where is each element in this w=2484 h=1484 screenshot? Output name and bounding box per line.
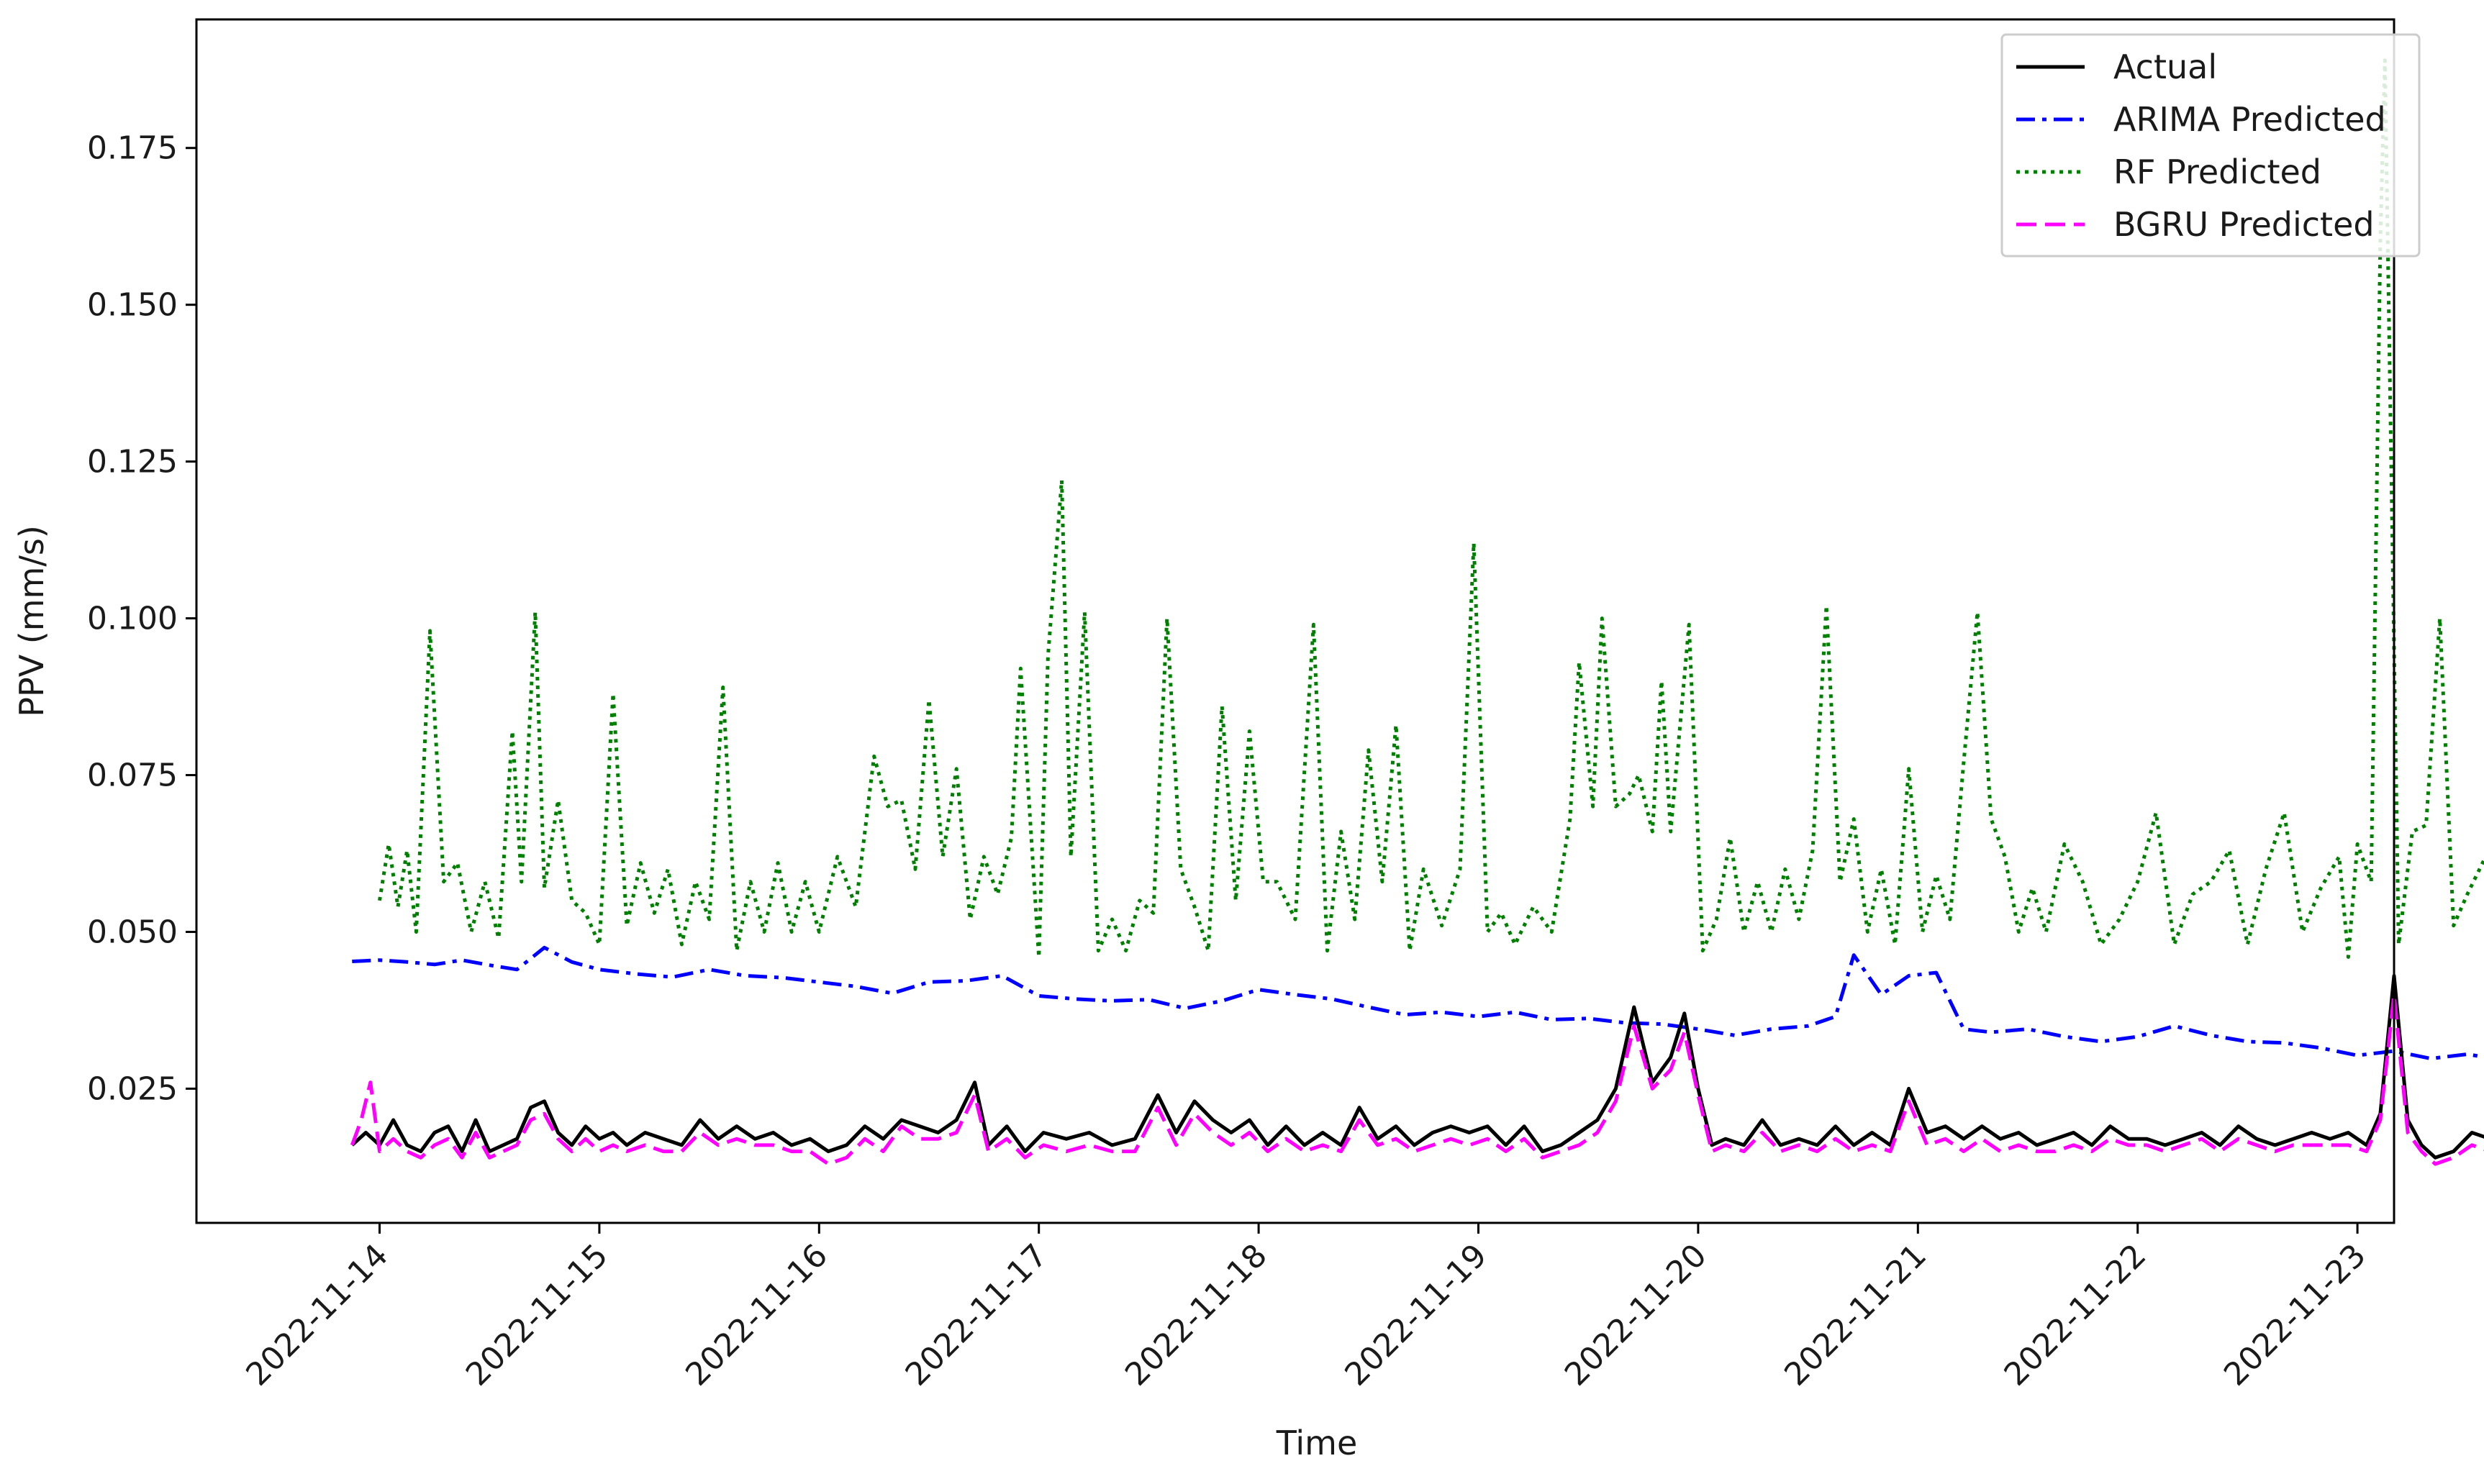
legend: Actual ARIMA Predicted RF Predicted BGRU Pr… — [2000, 33, 2421, 258]
y-tick-label: 0.075 — [87, 757, 178, 794]
y-axis-label: PPV (mm/s) — [12, 525, 51, 717]
y-tick-label: 0.100 — [87, 601, 178, 637]
legend-label: RF Predicted — [2113, 153, 2321, 191]
y-tick-label: 0.050 — [87, 914, 178, 950]
legend-box — [2000, 33, 2421, 258]
x-axis-label: Time — [1276, 1424, 1358, 1462]
series-line-actual — [350, 974, 2484, 1160]
legend-label: Actual — [2113, 47, 2217, 86]
legend-label: BGRU Predicted — [2113, 205, 2375, 244]
y-tick-label: 0.125 — [87, 444, 178, 481]
series-layer — [350, 58, 2484, 1166]
y-tick-label: 0.025 — [87, 1070, 178, 1107]
plot-area — [195, 18, 2395, 1224]
legend-label: ARIMA Predicted — [2113, 100, 2386, 139]
y-tick-label: 0.175 — [87, 130, 178, 167]
y-tick-label: 0.150 — [87, 287, 178, 324]
y-axis: 0.025 0.050 0.075 0.100 0.125 0.150 0.175 — [87, 130, 196, 1107]
